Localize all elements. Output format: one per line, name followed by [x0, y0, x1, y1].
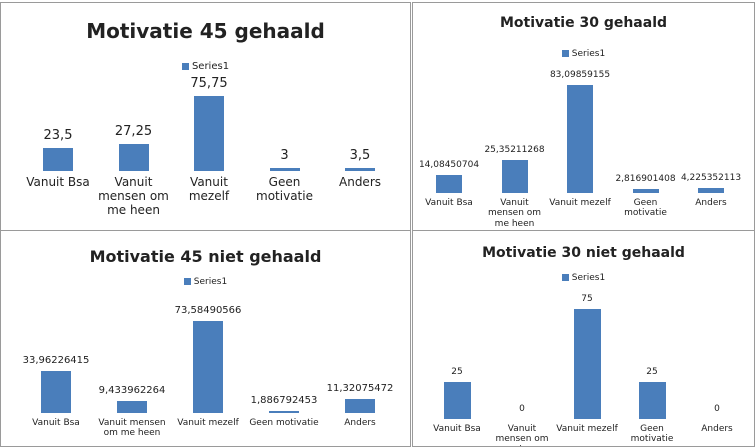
x-tick-label: Geen motivatie	[630, 424, 674, 445]
x-tick-label: Geen motivatie	[249, 418, 319, 428]
legend-swatch	[183, 278, 191, 285]
x-tick-label: Vanuit mezelf	[549, 198, 611, 208]
chart-panel: Motivatie 45 gehaald Series1 23,5 Vanuit Bs…	[0, 2, 411, 231]
x-tick-label: Vanuit mezelf	[177, 418, 239, 428]
legend: Series1	[1, 277, 410, 287]
data-label: 11,32075472	[326, 382, 394, 394]
x-tick-label: Vanuit mensen om me heen	[487, 198, 542, 229]
bar	[345, 398, 375, 413]
bar	[573, 309, 601, 419]
data-label: 83,09859155	[549, 70, 611, 80]
data-label: 0	[519, 404, 525, 414]
x-tick-label: Geen motivatie	[624, 198, 667, 219]
data-label: 25	[646, 367, 658, 378]
legend: Series1	[413, 273, 754, 283]
legend-swatch	[561, 274, 569, 281]
bar	[345, 167, 375, 171]
chart-panel: Motivatie 30 gehaald Series1 14,08450704 Va…	[412, 2, 755, 231]
legend: Series1	[413, 49, 754, 59]
bar	[194, 96, 224, 171]
legend-label: Series1	[571, 273, 606, 283]
bar	[567, 85, 593, 193]
chart-title: Motivatie 30 niet gehaald	[482, 245, 685, 261]
data-label: 23,5	[43, 127, 73, 143]
bar	[501, 160, 528, 193]
x-tick-label: Vanuit mezelf	[556, 424, 618, 434]
legend-label: Series1	[191, 61, 230, 72]
data-label: 33,96226415	[22, 354, 90, 366]
legend-label: Series1	[571, 49, 606, 59]
bar	[698, 187, 724, 193]
bar	[269, 410, 299, 413]
data-label: 9,433962264	[98, 385, 166, 397]
data-label: 25	[451, 367, 463, 378]
data-label: 25,35211268	[484, 145, 545, 156]
data-label: 14,08450704	[418, 159, 480, 170]
chart-panel: Motivatie 45 niet gehaald Series1 33,96226…	[0, 230, 411, 447]
chart-title: Motivatie 45 gehaald	[86, 19, 325, 43]
x-tick-label: Vanuit Bsa	[26, 175, 90, 189]
bar	[193, 321, 223, 413]
x-tick-label: Vanuit Bsa	[425, 198, 473, 208]
bar	[117, 401, 147, 413]
x-tick-label: Vanuit mezelf	[188, 175, 230, 203]
chart-title: Motivatie 45 niet gehaald	[89, 247, 322, 266]
legend-swatch	[561, 50, 569, 57]
data-label: 2,816901408	[615, 174, 676, 185]
x-tick-label: Anders	[695, 198, 727, 208]
x-tick-label: Anders	[344, 418, 376, 428]
x-tick-label: Vanuit mensen om me heen	[495, 424, 549, 446]
x-tick-label: Vanuit mensen om me heen	[98, 175, 169, 217]
bar	[632, 189, 659, 193]
data-label: 4,225352113	[680, 172, 742, 183]
data-label: 75	[581, 294, 593, 304]
data-label: 73,58490566	[174, 305, 242, 316]
x-tick-label: Vanuit mensen om me heen	[98, 418, 166, 439]
bar	[43, 147, 73, 171]
bar	[269, 168, 300, 171]
x-tick-label: Vanuit Bsa	[32, 418, 80, 428]
legend: Series1	[1, 61, 410, 72]
data-label: 1,886792453	[250, 394, 318, 406]
data-label: 75,75	[190, 76, 228, 91]
data-label: 0	[714, 404, 720, 414]
legend-label: Series1	[193, 277, 228, 287]
bar	[638, 382, 666, 419]
x-tick-label: Anders	[701, 424, 733, 434]
bar	[118, 144, 149, 171]
data-label: 3,5	[349, 147, 371, 163]
chart-panel: Motivatie 30 niet gehaald Series1 25 Vanuit…	[412, 230, 755, 447]
bar	[41, 370, 71, 413]
data-label: 27,25	[114, 124, 153, 140]
data-label: 3	[280, 148, 289, 164]
x-tick-label: Anders	[339, 175, 381, 189]
x-tick-label: Vanuit Bsa	[433, 424, 481, 434]
bar	[436, 174, 462, 193]
bar	[443, 382, 471, 419]
chart-title: Motivatie 30 gehaald	[499, 15, 668, 31]
legend-swatch	[181, 62, 189, 70]
x-tick-label: Geen motivatie	[256, 175, 313, 203]
